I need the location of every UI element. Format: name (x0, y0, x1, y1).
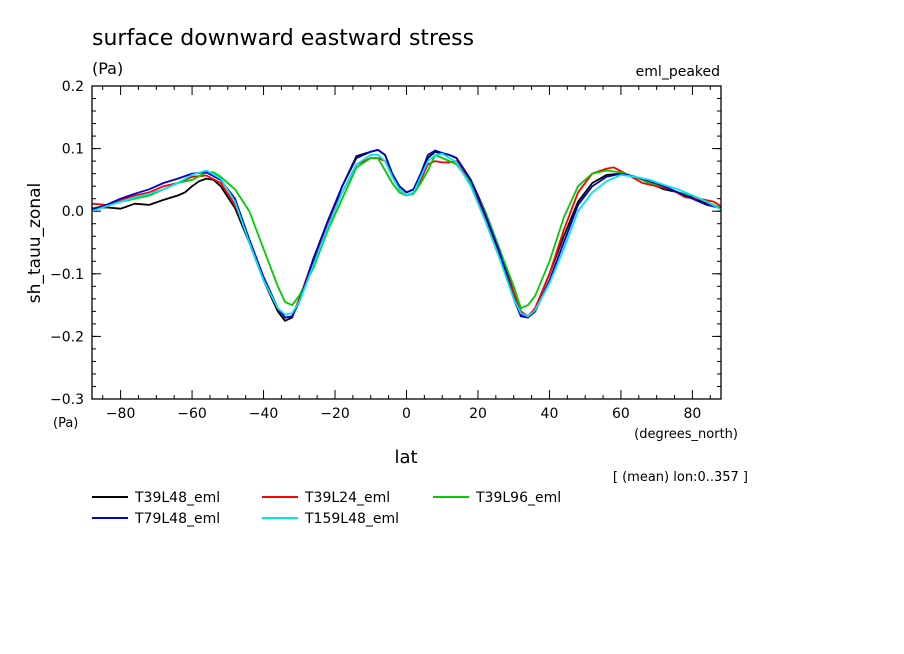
x-tick-label: 40 (541, 406, 559, 422)
legend-item: T79L48_eml (92, 511, 220, 527)
legend: T39L48_eml T39L24_eml T39L96_eml T79L48_eml… (92, 490, 561, 527)
x-tick-label: 60 (612, 406, 630, 422)
y-tick-label: 0.1 (62, 142, 84, 158)
series-line-T159L48_eml (91, 152, 722, 318)
units-label: (Pa) (92, 59, 123, 78)
x-axis-label: lat (394, 447, 417, 468)
legend-item: T39L48_eml (92, 490, 220, 506)
experiment-label: eml_peaked (636, 64, 720, 80)
y-tick-label: 0.2 (62, 79, 84, 95)
x-tick-label: 80 (683, 406, 701, 422)
x-tick-label: 0 (402, 406, 411, 422)
legend-label: T79L48_eml (134, 511, 220, 527)
plot-frame (91, 85, 722, 400)
x-tick-label: −20 (320, 406, 350, 422)
x-tick-label: −80 (106, 406, 136, 422)
x-axis-units: (degrees_north) (634, 427, 738, 442)
y-tick-label: 0.0 (62, 204, 84, 220)
x-axis-ticks: −80 −60 −40 −20 0 20 40 60 80 (102, 86, 711, 422)
y-axis-ticks: −0.3 −0.2 −0.1 0.0 0.1 0.2 (50, 79, 721, 408)
y-tick-label: −0.1 (50, 267, 84, 283)
legend-label: T39L48_eml (134, 490, 220, 506)
legend-label: T39L96_eml (475, 490, 561, 506)
y-tick-label: −0.2 (50, 329, 84, 345)
y-axis-label: sh_tauu_zonal (25, 183, 45, 304)
y-axis-units: (Pa) (53, 416, 78, 431)
legend-label: T159L48_eml (304, 511, 399, 527)
legend-item: T39L24_eml (262, 490, 390, 506)
series-line-T79L48_eml (91, 149, 722, 319)
legend-item: T159L48_eml (262, 511, 399, 527)
y-tick-label: −0.3 (50, 392, 84, 408)
legend-item: T39L96_eml (433, 490, 561, 506)
x-tick-label: −60 (177, 406, 207, 422)
x-tick-label: −40 (249, 406, 279, 422)
mean-note: [ (mean) lon:0..357 ] (613, 470, 748, 485)
legend-label: T39L24_eml (304, 490, 390, 506)
series-lines (91, 149, 722, 322)
chart-title: surface downward eastward stress (92, 26, 474, 51)
x-tick-label: 20 (469, 406, 487, 422)
